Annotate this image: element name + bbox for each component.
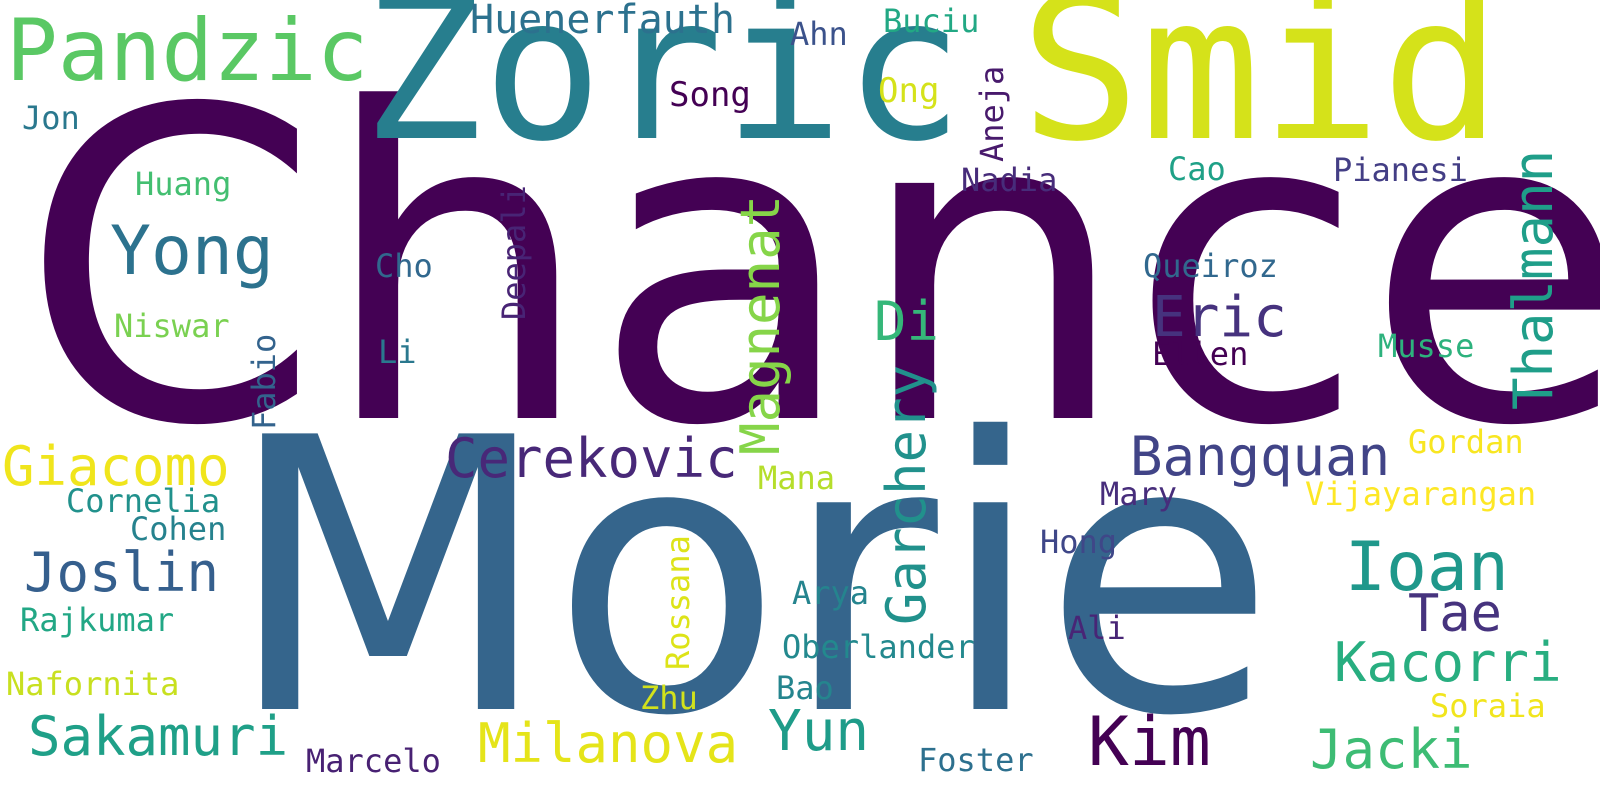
word-bao: Bao [776, 669, 834, 707]
word-ong: Ong [878, 71, 940, 111]
word-musse: Musse [1378, 327, 1475, 365]
word-joslin: Joslin [24, 541, 220, 604]
word-rajkumar: Rajkumar [20, 601, 175, 639]
word-cho: Cho [375, 247, 433, 285]
word-gordan: Gordan [1408, 423, 1524, 461]
word-cao: Cao [1168, 150, 1226, 188]
word-huenerfauth: Huenerfauth [470, 0, 735, 43]
word-kacorri: Kacorri [1334, 631, 1562, 694]
word-giacomo: Giacomo [2, 435, 230, 498]
word-cerekovic: Cerekovic [445, 427, 738, 490]
word-kim: Kim [1088, 703, 1211, 782]
word-jon: Jon [22, 99, 80, 137]
word-li: Li [378, 333, 417, 371]
word-zoric: Zoric [362, 0, 965, 186]
word-hong: Hong [1040, 523, 1118, 561]
word-queiroz: Queiroz [1143, 247, 1278, 285]
word-garchery: Garchery [875, 364, 938, 625]
word-buciu: Buciu [883, 2, 980, 40]
word-ahn: Ahn [790, 15, 848, 53]
word-milanova: Milanova [478, 712, 739, 775]
word-pandzic: Pandzic [6, 1, 369, 101]
word-di: Di [874, 290, 940, 353]
word-magnenat: Magnenat [729, 194, 792, 455]
word-ioan: Ioan [1345, 528, 1509, 607]
word-nadia: Nadia [961, 161, 1058, 199]
word-ellen: Ellen [1152, 335, 1249, 373]
word-smid: Smid [1020, 0, 1502, 186]
word-aneja: Aneja [973, 65, 1011, 162]
word-rossana: Rossana [659, 535, 697, 670]
word-niswar: Niswar [114, 307, 230, 345]
word-chance: Chance [20, 20, 1600, 520]
word-nafornita: Nafornita [6, 665, 180, 703]
word-deepali: Deepali [495, 185, 533, 320]
word-zhu: Zhu [640, 679, 698, 717]
word-yong: Yong [110, 212, 274, 291]
word-marcelo: Marcelo [306, 742, 441, 780]
word-foster: Foster [918, 741, 1034, 779]
word-pianesi: Pianesi [1333, 151, 1468, 189]
word-tae: Tae [1408, 584, 1502, 644]
word-cohen: Cohen [130, 510, 227, 548]
word-yun: Yun [768, 699, 870, 764]
word-mana: Mana [758, 459, 836, 497]
word-thalmann: Thalmann [1502, 149, 1565, 410]
word-eric: Eric [1152, 285, 1287, 350]
word-oberlander: Oberlander [782, 628, 975, 666]
word-bangquan: Bangquan [1130, 425, 1391, 488]
word-fabio: Fabio [245, 333, 283, 430]
word-cornelia: Cornelia [66, 482, 221, 520]
word-vijayarangan: Vijayarangan [1305, 475, 1537, 513]
word-huang: Huang [135, 165, 232, 203]
word-arya: Arya [792, 574, 870, 612]
word-ali: Ali [1068, 609, 1126, 647]
word-sakamuri: Sakamuri [28, 705, 289, 768]
word-song: Song [669, 75, 751, 115]
word-soraia: Soraia [1430, 687, 1546, 725]
word-morie: Morie [225, 359, 1276, 799]
word-mary: Mary [1100, 475, 1178, 513]
word-jacki: Jacki [1310, 718, 1473, 781]
